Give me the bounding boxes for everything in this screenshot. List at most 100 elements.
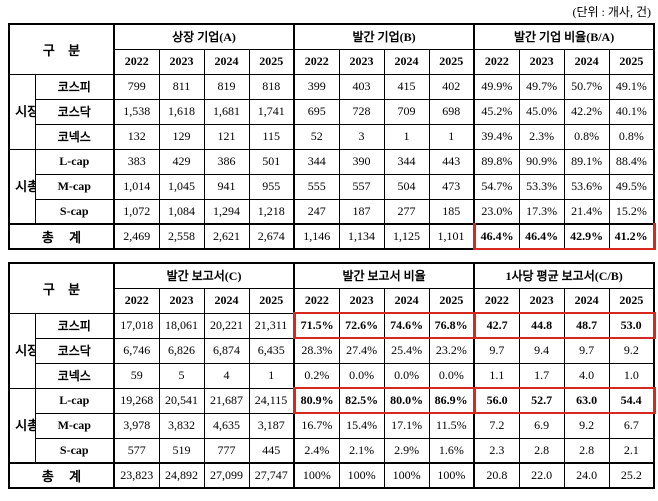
total-row-header: 총 계 [8, 223, 116, 250]
value-cell: 27.4% [338, 337, 385, 364]
value-cell: 3,187 [248, 412, 296, 439]
value-cell: 0.0% [383, 362, 430, 389]
value-cell: 1 [428, 123, 476, 150]
value-cell: 15.4% [338, 412, 385, 439]
value-cell: 818 [248, 73, 296, 100]
value-cell: 115 [248, 123, 296, 150]
value-cell: 49.9% [473, 73, 520, 100]
value-cell: 1,218 [248, 198, 296, 225]
value-cell: 80.0% [383, 387, 430, 414]
value-cell: 519 [158, 437, 205, 464]
row-header: 코넥스 [34, 362, 116, 389]
value-cell: 6,874 [203, 337, 250, 364]
value-cell: 129 [158, 123, 205, 150]
total-value-cell: 46.4% [518, 223, 565, 250]
value-cell: 5 [158, 362, 205, 389]
value-cell: 49.7% [518, 73, 565, 100]
corner-header: 구 분 [8, 262, 116, 314]
value-cell: 2.1% [338, 437, 385, 464]
value-cell: 9.7 [563, 337, 610, 364]
row-header: 코스닥 [34, 98, 116, 125]
total-value-cell: 46.4% [472, 223, 520, 250]
value-cell: 504 [383, 173, 430, 200]
value-cell: 1 [248, 362, 296, 389]
value-cell: 819 [203, 73, 250, 100]
value-cell: 121 [203, 123, 250, 150]
year-header: 2025 [248, 48, 296, 75]
value-cell: 16.7% [293, 412, 340, 439]
value-cell: 698 [428, 98, 476, 125]
reports-table: 구 분 발간 보고서(C) 발간 보고서 비율 1사당 평균 보고서(C/B) 2022… [8, 262, 656, 489]
value-cell: 383 [113, 148, 160, 175]
year-header: 2025 [428, 287, 476, 314]
value-cell: 52.7 [518, 387, 565, 414]
value-cell: 132 [113, 123, 160, 150]
value-cell: 9.2 [563, 412, 610, 439]
companies-table: 구 분 상장 기업(A) 발간 기업(B) 발간 기업 비율(B/A) 2022 2023… [8, 23, 656, 250]
value-cell: 54.7% [473, 173, 520, 200]
value-cell: 390 [338, 148, 385, 175]
value-cell: 403 [338, 73, 385, 100]
row-group-label: 시총별 [8, 148, 36, 225]
value-cell: 0.8% [563, 123, 610, 150]
value-cell: 86.9% [428, 387, 476, 414]
total-value-cell: 24,892 [158, 462, 205, 489]
value-cell: 45.2% [473, 98, 520, 125]
value-cell: 941 [203, 173, 250, 200]
value-cell: 344 [383, 148, 430, 175]
value-cell: 0.0% [338, 362, 385, 389]
total-value-cell: 1,125 [383, 223, 430, 250]
value-cell: 15.2% [608, 198, 655, 225]
value-cell: 11.5% [428, 412, 476, 439]
corner-header: 구 분 [8, 23, 116, 75]
table-row: 코스닥 1,538 1,618 1,681 1,741 695 728 709 698 45.2%… [9, 98, 655, 125]
total-value-cell: 100% [338, 462, 385, 489]
total-value-cell: 1,134 [338, 223, 385, 250]
value-cell: 1 [383, 123, 430, 150]
value-cell: 18,061 [158, 312, 205, 339]
year-header: 2024 [203, 48, 250, 75]
year-header: 2024 [563, 287, 610, 314]
column-group-header: 상장 기업(A) [113, 23, 296, 50]
year-header: 2022 [293, 287, 340, 314]
value-cell: 1,084 [158, 198, 205, 225]
value-cell: 21,311 [248, 312, 296, 339]
row-header: 코넥스 [34, 123, 116, 150]
year-header: 2022 [113, 48, 160, 75]
year-header: 2025 [248, 287, 296, 314]
value-cell: 82.5% [338, 387, 385, 414]
value-cell: 19,268 [113, 387, 160, 414]
year-header: 2025 [428, 48, 476, 75]
total-value-cell: 22.0 [518, 462, 565, 489]
value-cell: 39.4% [473, 123, 520, 150]
value-cell: 3,978 [113, 412, 160, 439]
table-row: M-cap 1,014 1,045 941 955 555 557 504 473 54.7% 53… [9, 173, 655, 200]
value-cell: 555 [293, 173, 340, 200]
value-cell: 443 [428, 148, 476, 175]
year-header: 2022 [293, 48, 340, 75]
total-row: 총 계 23,823 24,892 27,099 27,747 100% 100% 100% 1… [8, 462, 655, 489]
value-cell: 429 [158, 148, 205, 175]
total-value-cell: 27,099 [203, 462, 250, 489]
value-cell: 56.0 [472, 387, 520, 414]
year-header: 2023 [338, 287, 385, 314]
value-cell: 89.8% [473, 148, 520, 175]
total-value-cell: 100% [383, 462, 430, 489]
table-row: 시장별코스피79981181981839940341540249.9%49.7%… [8, 73, 655, 150]
table-row: S-cap 577 519 777 445 2.4% 2.1% 2.9% 1.6% 2.3 2.8 2… [9, 437, 655, 464]
value-cell: 1.7 [518, 362, 565, 389]
value-cell: 89.1% [563, 148, 610, 175]
value-cell: 277 [383, 198, 430, 225]
value-cell: 9.4 [518, 337, 565, 364]
total-row: 총 계 2,469 2,558 2,621 2,674 1,146 1,134 1,125 1,… [8, 223, 656, 250]
table-row: S-cap 1,072 1,084 1,294 1,218 247 187 277 185 23.… [9, 198, 655, 225]
value-cell: 17.1% [383, 412, 430, 439]
row-group-label: 시총별 [8, 387, 36, 464]
total-value-cell: 25.2 [608, 462, 655, 489]
year-header: 2023 [518, 287, 565, 314]
value-cell: 695 [293, 98, 340, 125]
value-cell: 2.4% [293, 437, 340, 464]
value-cell: 1,538 [113, 98, 160, 125]
value-cell: 40.1% [608, 98, 655, 125]
value-cell: 20,541 [158, 387, 205, 414]
